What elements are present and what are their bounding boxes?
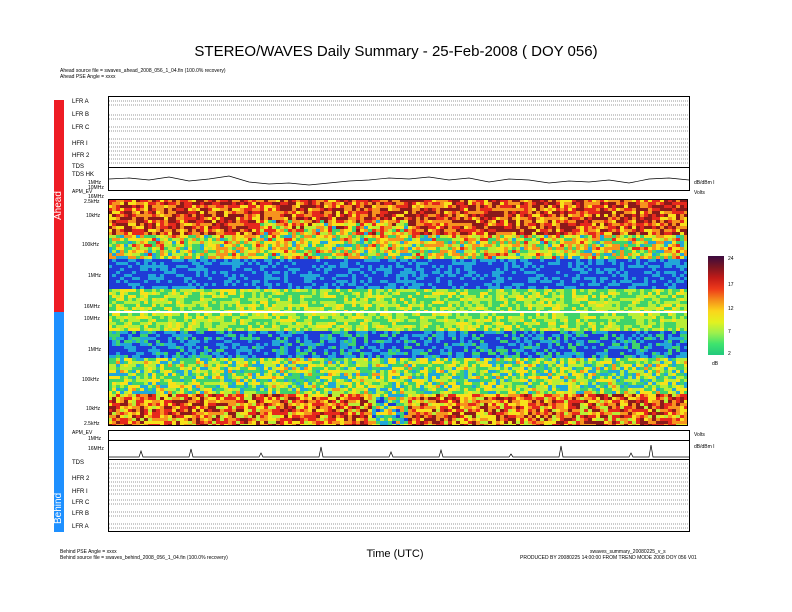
ahead-lfr-hfr-panels — [108, 96, 690, 168]
ahead-label-hfr-1: HFR I — [72, 141, 88, 147]
ahead-tds-hk-trace — [108, 167, 690, 191]
ahead-freq-2-5khz: 2.5kHz — [84, 199, 100, 205]
colorbar-tick-24: 24 — [728, 256, 734, 262]
spectrogram — [108, 199, 688, 426]
ahead-tds-freq-1: 1MHz — [88, 180, 102, 186]
ahead-freq-1mhz: 1MHz — [88, 273, 102, 279]
footer-summary-file: swaves_summary_20080225_v_s — [590, 549, 666, 555]
ahead-label-lfr-a: LFR A — [72, 99, 89, 105]
ahead-side-bar: Ahead — [53, 100, 64, 312]
behind-right-unit: dB/dBm I — [694, 444, 715, 450]
ahead-label-tds: TDS — [72, 164, 84, 170]
behind-side-bar: Behind — [53, 312, 64, 532]
ahead-source-file: Ahead source file = swaves_ahead_2008_05… — [60, 68, 226, 74]
ahead-freq-16mhz: 16MHz — [84, 304, 100, 310]
colorbar-tick-12: 12 — [728, 306, 734, 312]
ahead-label-lfr-c: LFR C — [72, 125, 90, 131]
ahead-label-lfr-b: LFR B — [72, 112, 90, 118]
behind-tds-hk-trace — [108, 440, 690, 460]
ahead-right-unit: dB/dBm I — [694, 180, 715, 186]
behind-lfr-hfr-panels — [108, 459, 690, 532]
ahead-tds-trace-svg — [108, 175, 690, 186]
behind-freq-10mhz: 10MHz — [84, 316, 100, 322]
ahead-pse-angle: Ahead PSE Angle = xxxx — [60, 74, 116, 80]
behind-freq-10khz: 10kHz — [86, 406, 101, 412]
behind-freq-2-5khz: 2.5kHz — [84, 421, 100, 427]
page-title: STEREO/WAVES Daily Summary - 25-Feb-2008… — [194, 43, 598, 60]
ahead-tds-freq-2: 10MHz — [88, 185, 104, 191]
colorbar-unit: dB — [712, 361, 719, 367]
x-axis-title: Time (UTC) — [366, 548, 424, 560]
footer-produced-by: PRODUCED BY 20080225 14:00:00 FROM TREND… — [520, 555, 697, 561]
ahead-freq-100khz: 100kHz — [82, 242, 99, 248]
behind-label-hfr-2: HFR 2 — [72, 476, 90, 482]
colorbar-tick-17: 17 — [728, 282, 734, 288]
ahead-label-tds-hk: TDS HK — [72, 172, 95, 178]
colorbar-tick-7: 7 — [728, 329, 731, 335]
behind-apm-label: APM_EV — [72, 430, 93, 436]
behind-freq-100khz: 100kHz — [82, 377, 99, 383]
colorbar-tick-2: 2 — [728, 351, 731, 357]
behind-pse-angle: Behind PSE Angle = xxxx — [60, 549, 117, 555]
spectrogram-border — [108, 199, 688, 426]
behind-right-volts: Volts — [694, 432, 705, 438]
colorbar — [708, 256, 724, 355]
spectrogram-divider — [108, 311, 688, 313]
behind-tds-freq-1: 1MHz — [88, 436, 102, 442]
ahead-right-volts: Volts — [694, 190, 705, 196]
behind-label-hfr-1: HFR I — [72, 489, 88, 495]
ahead-side-label: Ahead — [53, 191, 64, 220]
behind-freq-1mhz: 1MHz — [88, 347, 102, 353]
ahead-apm-label: APM_EV — [72, 189, 93, 195]
ahead-label-hfr-2: HFR 2 — [72, 153, 90, 159]
behind-panel-lines — [109, 463, 689, 529]
behind-tds-freq-2: 16MHz — [88, 446, 104, 452]
ahead-freq-10khz: 10kHz — [86, 213, 101, 219]
behind-source-file: Behind source file = swaves_behind_2008_… — [60, 555, 228, 561]
behind-label-lfr-b: LFR B — [72, 511, 90, 517]
behind-tds-trace-svg — [109, 444, 689, 458]
behind-label-tds: TDS — [72, 460, 84, 466]
behind-label-lfr-c: LFR C — [72, 500, 90, 506]
behind-label-lfr-a: LFR A — [72, 524, 89, 530]
behind-side-label: Behind — [53, 492, 64, 524]
ahead-panel-lines — [109, 100, 689, 164]
ahead-tds-freq-3: 16MHz — [88, 194, 104, 200]
